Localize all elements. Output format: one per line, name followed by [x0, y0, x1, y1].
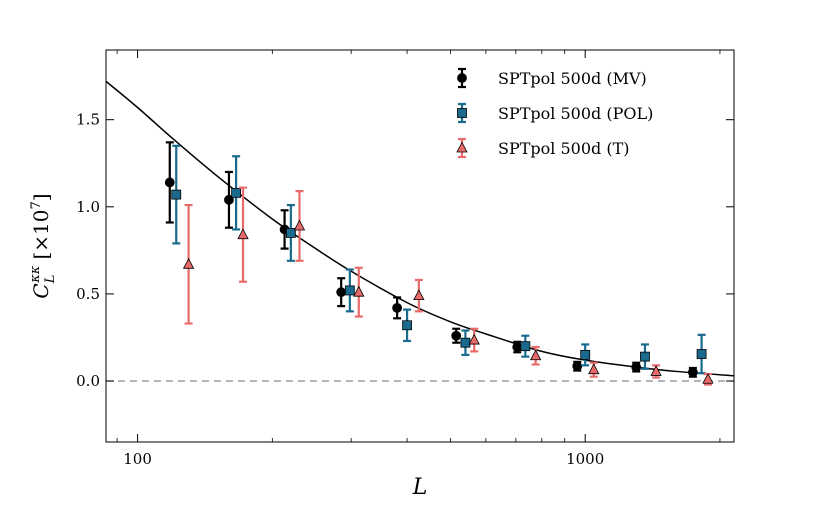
data-point-square — [580, 349, 591, 360]
y-label-unit-exp: 7 — [29, 201, 44, 209]
data-point-square — [640, 351, 650, 362]
data-point-triangle — [650, 365, 662, 376]
data-point-square — [344, 285, 355, 296]
data-point-circle — [224, 194, 234, 205]
y-tick-label: 1.5 — [76, 111, 100, 129]
legend-label: SPTpol 500d (MV) — [498, 69, 647, 88]
data-point-triangle — [353, 285, 365, 297]
series-circle — [164, 141, 698, 378]
data-point-square — [696, 349, 707, 359]
y-label-unit-open: [×10 — [29, 210, 53, 260]
data-point-square — [460, 337, 471, 348]
x-tick-label: 100 — [123, 450, 152, 468]
y-tick-label: 1.0 — [76, 198, 100, 216]
legend-label: SPTpol 500d (T) — [498, 139, 630, 158]
data-point-square — [285, 228, 296, 238]
data-point-square — [402, 320, 412, 331]
data-point-circle — [572, 361, 583, 372]
theory-curve — [106, 80, 734, 377]
data-point-square — [171, 189, 182, 200]
y-axis-label: CLκκ [×107] — [28, 193, 58, 298]
legend: SPTpol 500d (MV) SPTpol 500d (POL) SPTpol … — [456, 67, 653, 159]
series-triangle — [182, 186, 714, 386]
series-square — [171, 144, 707, 375]
legend-marker-square — [457, 108, 467, 118]
data-point-circle — [631, 362, 642, 372]
data-points-layer — [164, 141, 714, 386]
data-point-triangle — [529, 349, 542, 361]
legend-marker-triangle — [456, 141, 468, 153]
data-point-circle — [336, 287, 347, 298]
svg-text:CLκκ[×107]: CLκκ [×107] — [28, 193, 58, 298]
y-label-main: C — [29, 283, 53, 298]
x-tick-label: 1000 — [566, 450, 604, 468]
data-point-circle — [164, 177, 175, 188]
data-point-triangle — [588, 363, 600, 375]
data-point-circle — [512, 342, 523, 352]
x-axis-label: L — [412, 475, 428, 500]
plot-frame — [105, 49, 735, 443]
data-point-triangle — [413, 289, 425, 301]
legend-marker-circle — [457, 73, 467, 83]
y-label-sub: L — [43, 275, 58, 285]
legend-item: SPTpol 500d (POL) — [457, 102, 653, 124]
legend-label: SPTpol 500d (POL) — [498, 104, 653, 123]
data-point-circle — [392, 302, 403, 313]
data-point-circle — [687, 367, 698, 378]
data-point-triangle — [468, 333, 480, 345]
y-label-sup: κκ — [28, 265, 43, 284]
data-point-triangle — [293, 219, 306, 231]
y-label-unit-close: ] — [29, 193, 53, 201]
data-point-triangle — [182, 257, 195, 269]
ticks-layer: 100 1000 0.0 0.5 1.0 1.5 — [76, 50, 734, 468]
data-point-triangle — [237, 228, 249, 240]
y-tick-label: 0.0 — [76, 372, 100, 390]
legend-item: SPTpol 500d (T) — [456, 137, 630, 159]
data-point-circle — [451, 330, 462, 341]
data-point-square — [231, 187, 242, 198]
data-point-triangle — [702, 372, 714, 384]
legend-item: SPTpol 500d (MV) — [457, 67, 647, 89]
data-point-square — [520, 341, 531, 352]
y-tick-label: 0.5 — [76, 285, 100, 303]
